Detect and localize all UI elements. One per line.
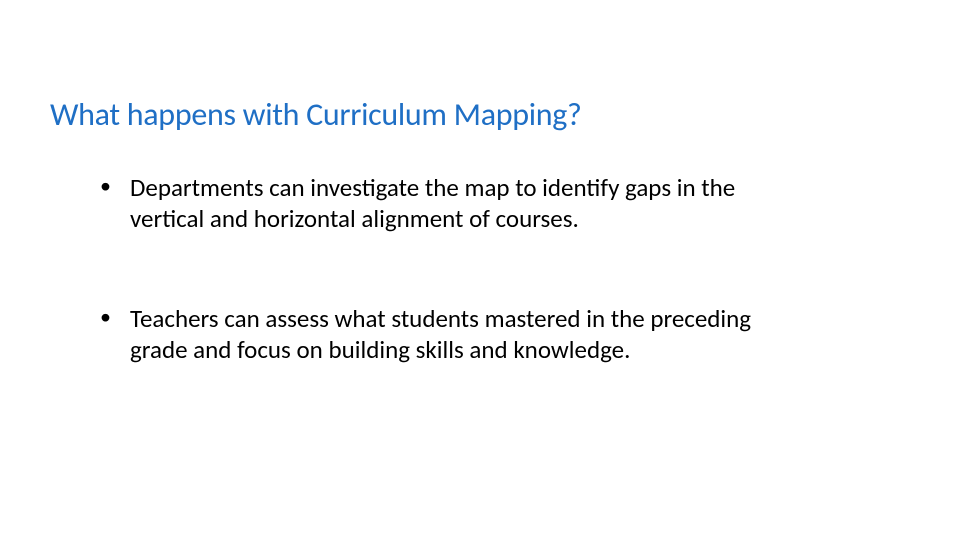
bullet-list: Departments can investigate the map to i… bbox=[50, 172, 910, 365]
bullet-text: Departments can investigate the map to i… bbox=[130, 172, 735, 234]
slide-container: What happens with Curriculum Mapping? De… bbox=[0, 0, 960, 540]
slide-title: What happens with Curriculum Mapping? bbox=[50, 95, 910, 134]
bullet-text: Teachers can assess what students master… bbox=[130, 303, 751, 365]
list-item: Departments can investigate the map to i… bbox=[100, 172, 800, 235]
list-item: Teachers can assess what students master… bbox=[100, 303, 800, 366]
